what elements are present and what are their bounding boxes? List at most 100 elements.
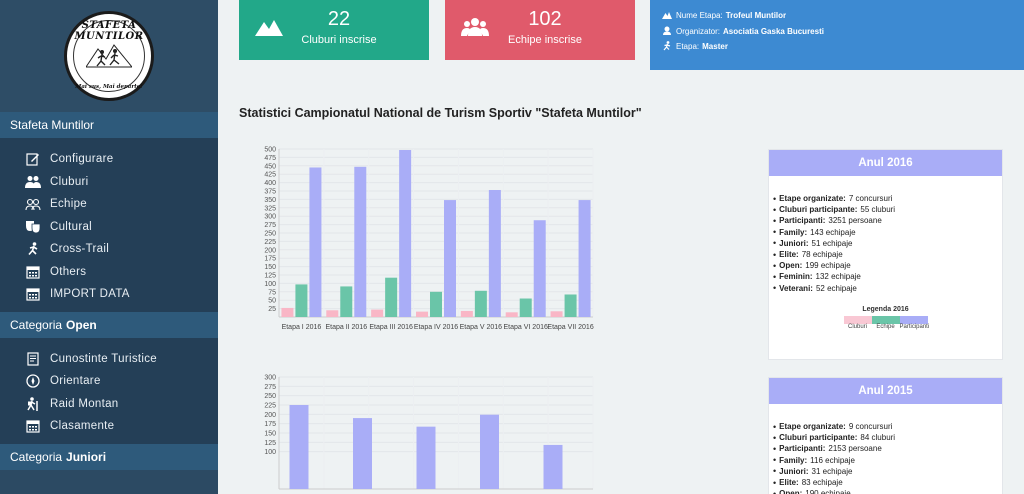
year-stat-item: Feminin:132 echipaje (773, 271, 1002, 282)
stat-value: 84 cluburi (860, 433, 896, 443)
edit-icon (24, 152, 42, 166)
stat-value: 132 echipaje (815, 272, 861, 282)
y-tick-label: 275 (264, 384, 276, 391)
sidebar-item-echipe[interactable]: Echipe (0, 193, 218, 216)
year-stat-item: Open:199 echipaje (773, 260, 1002, 271)
legend-label: Cluburi (847, 323, 867, 330)
menu-open: Cunostinte Turistice Orientare Raid Montan… (0, 337, 218, 444)
stat-value: 78 echipaje (801, 250, 843, 260)
calendar-icon (24, 419, 42, 433)
sidebar-item-cultural[interactable]: Cultural (0, 216, 218, 239)
year-stat-item: Open:190 echipaje (773, 488, 1002, 494)
stat-value: 3251 persoane (828, 216, 882, 226)
sidebar-item-cross-trail[interactable]: Cross-Trail (0, 238, 218, 261)
sidebar-item-import-data[interactable]: IMPORT DATA (0, 283, 218, 306)
sidebar-item-label: Echipe (50, 198, 87, 211)
year-stat-item: Etape organizate:9 concursuri (773, 421, 1002, 432)
y-tick-label: 225 (264, 239, 276, 246)
document-icon (24, 352, 42, 366)
bar-participanti (399, 150, 412, 317)
sidebar: STAFETA MUNTILOR Mai sus, Mai departe! S… (0, 0, 218, 494)
legend-swatch (871, 315, 900, 324)
section-stafeta-label: Stafeta Muntilor (10, 118, 95, 132)
stage-value: Master (702, 42, 728, 52)
logo-emblem (73, 20, 145, 92)
sidebar-item-orientare[interactable]: Orientare (0, 370, 218, 393)
y-tick-label: 400 (264, 180, 276, 187)
year-stat-item: Cluburi participante:55 cluburi (773, 204, 1002, 215)
section-juniori[interactable]: Categoria Juniori (0, 443, 218, 470)
y-tick-label: 200 (264, 247, 276, 254)
legend-item: Cluburi (843, 315, 872, 330)
legend-2016: Legenda 2016 Cluburi Echipe Participanti (769, 306, 1002, 330)
group-icon (461, 18, 489, 36)
hiker-icon (24, 396, 42, 411)
year-stat-item: Participanti:3251 persoane (773, 215, 1002, 226)
sidebar-item-label: Others (50, 265, 87, 278)
bar-participanti (578, 200, 591, 317)
stage-label: Etapa: (676, 42, 700, 52)
calendar-icon (24, 265, 42, 279)
year-stat-item: Family:143 echipaje (773, 227, 1002, 238)
y-tick-label: 125 (264, 440, 276, 447)
y-tick-label: 375 (264, 189, 276, 196)
clubs-count: 22 (327, 8, 351, 30)
bar-participanti (533, 220, 546, 317)
stat-key: Feminin: (779, 272, 813, 282)
sidebar-item-others[interactable]: Others (0, 261, 218, 284)
year-stat-item: Veterani:52 echipaje (773, 283, 1002, 294)
bar-cluburi (460, 310, 473, 317)
section-stafeta[interactable]: Stafeta Muntilor (0, 112, 218, 138)
y-tick-label: 350 (264, 197, 276, 204)
year-title-2015: Anul 2015 (769, 378, 1002, 404)
y-tick-label: 325 (264, 205, 276, 212)
year-stat-item: Etape organizate:7 concursuri (773, 193, 1002, 204)
bar-participanti (480, 414, 499, 489)
organizer-value: Asociatia Gaska Bucuresti (723, 26, 824, 36)
sidebar-item-cluburi[interactable]: Cluburi (0, 171, 218, 194)
sidebar-item-configurare[interactable]: Configurare (0, 148, 218, 171)
logo-title: STAFETA MUNTILOR (74, 20, 144, 42)
stat-key: Family: (779, 227, 808, 237)
y-tick-label: 250 (264, 393, 276, 400)
legend-title: Legenda 2016 (862, 305, 909, 313)
y-tick-label: 275 (264, 222, 276, 229)
legend-label: Echipe (876, 323, 895, 330)
stat-key: Juniori: (779, 466, 809, 476)
y-tick-label: 25 (268, 306, 276, 313)
y-tick-label: 175 (264, 256, 276, 263)
bar-echipe (340, 286, 353, 317)
stat-value: 31 echipaje (811, 466, 853, 476)
stat-key: Etape organizate: (779, 422, 846, 432)
x-tick-label: Etapa IV 2016 (414, 324, 458, 331)
organizer-label: Organizator: (676, 26, 721, 36)
stage-name-row: Nume Etapa: Trofeul Muntilor (662, 8, 1012, 24)
sidebar-item-label: Cultural (50, 220, 93, 233)
sidebar-item-raid-montan[interactable]: Raid Montan (0, 393, 218, 416)
bar-echipe (295, 284, 308, 317)
y-tick-label: 125 (264, 273, 276, 280)
stat-value: 199 echipaje (805, 261, 851, 271)
stat-value: 83 echipaje (801, 478, 843, 488)
bar-cluburi (550, 311, 563, 317)
stat-key: Open: (779, 489, 803, 494)
stat-key: Cluburi participante: (779, 205, 858, 215)
bar-cluburi (281, 307, 294, 317)
stat-key: Participanti: (779, 444, 826, 454)
year-stats-2015: Etape organizate:9 concursuriCluburi par… (769, 404, 1002, 494)
teams-card: 102 Echipe inscrise (445, 0, 635, 60)
bar-cluburi (416, 311, 428, 317)
bar-participanti (289, 405, 309, 489)
stage-name-label: Nume Etapa: (676, 11, 723, 21)
sidebar-item-clasamente[interactable]: Clasamente (0, 415, 218, 438)
section-open[interactable]: Categoria Open (0, 311, 218, 338)
masks-icon (24, 220, 42, 234)
sidebar-item-cunostinte-turistice[interactable]: Cunostinte Turistice (0, 348, 218, 371)
year-stats-2016: Etape organizate:7 concursuriCluburi par… (769, 176, 1002, 294)
legend-item: Echipe (871, 315, 900, 330)
logo-motto: Mai sus, Mai departe! (75, 84, 143, 90)
sidebar-item-label: Clasamente (50, 420, 115, 433)
logo[interactable]: STAFETA MUNTILOR Mai sus, Mai departe! (64, 11, 154, 101)
y-tick-label: 300 (264, 375, 276, 382)
